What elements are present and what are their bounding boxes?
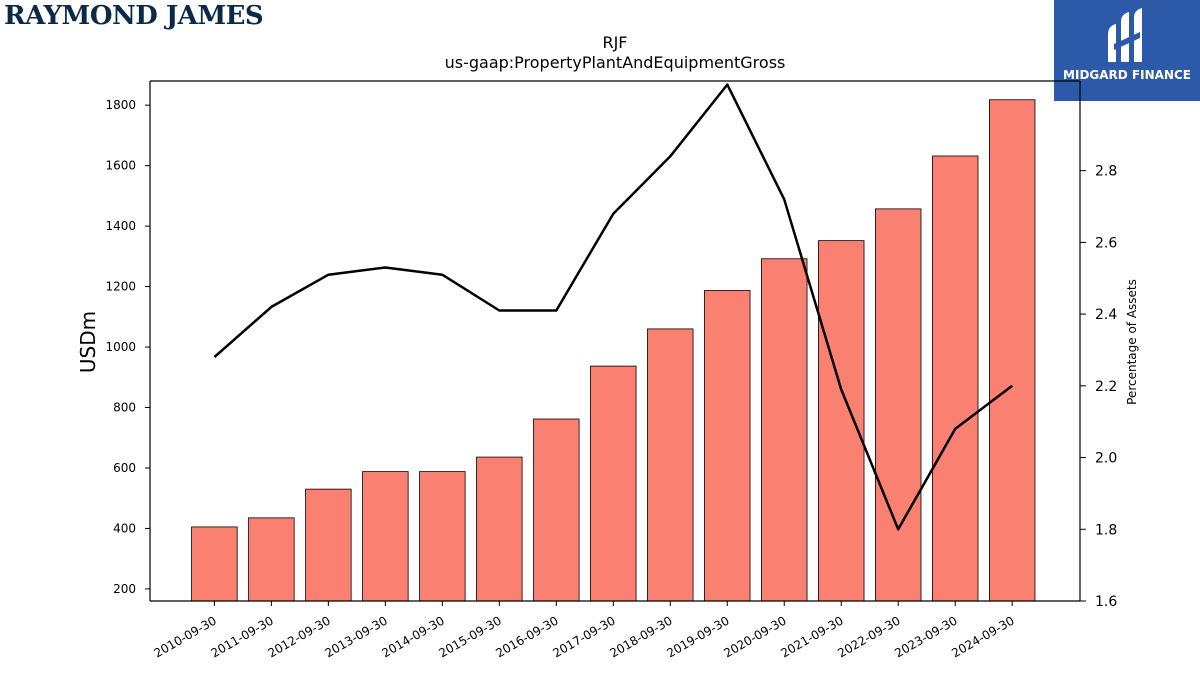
y-tick-label: 200: [113, 582, 136, 596]
y2-tick-label: 2.6: [1095, 235, 1117, 251]
y2-tick-label: 2.0: [1095, 451, 1117, 467]
y2-tick-label: 1.8: [1095, 522, 1117, 538]
y-tick-label: 1200: [105, 280, 136, 294]
bar: [647, 328, 694, 602]
x-tick-label: 2024-09-30: [949, 613, 1016, 660]
bar: [191, 526, 238, 602]
y-tick-label: 800: [113, 401, 136, 415]
x-tick-label: 2018-09-30: [607, 613, 674, 660]
chart-title: RJF: [602, 33, 627, 52]
bar: [248, 517, 295, 602]
bar: [419, 471, 466, 602]
percentage-line: [213, 83, 1013, 531]
y-tick-label: 1600: [105, 159, 136, 173]
bar: [590, 365, 637, 602]
chart-subtitle: us-gaap:PropertyPlantAndEquipmentGross: [445, 53, 786, 72]
y2-axis-label: Percentage of Assets: [1125, 279, 1139, 405]
midgard-finance-logo: MIDGARD FINANCE: [1054, 0, 1200, 101]
bar: [533, 418, 580, 602]
y-tick-label: 600: [113, 461, 136, 475]
x-tick-label: 2012-09-30: [265, 613, 332, 660]
bar: [988, 99, 1036, 602]
x-tick-label: 2020-09-30: [721, 613, 788, 660]
x-tick-label: 2021-09-30: [778, 613, 845, 660]
x-tick-label: 2011-09-30: [208, 613, 275, 660]
midgard-logo-mark-icon: [1108, 8, 1142, 62]
y2-tick-label: 2.8: [1095, 164, 1117, 180]
x-tick-label: 2014-09-30: [379, 613, 446, 660]
x-tick-label: 2010-09-30: [151, 613, 218, 660]
raymond-james-logo: RAYMOND JAMES: [4, 1, 264, 31]
x-tick-label: 2013-09-30: [322, 613, 389, 660]
y-tick-label: 1400: [105, 219, 136, 233]
y-tick-label: 1800: [105, 98, 136, 112]
y2-tick-label: 2.4: [1095, 307, 1117, 323]
y-tick-label: 400: [113, 521, 136, 535]
midgard-logo-name: MIDGARD FINANCE: [1063, 68, 1191, 82]
bar: [362, 471, 409, 602]
x-tick-label: 2016-09-30: [493, 613, 560, 660]
x-tick-label: 2022-09-30: [835, 613, 902, 660]
plot-area: 200 400 600 800 1000 1200 1400 1600 1800 1.6 1.8 2.…: [105, 80, 1117, 660]
x-tick-label: 2017-09-30: [550, 613, 617, 660]
bar: [761, 258, 808, 602]
bar: [932, 155, 979, 602]
y2-tick-label: 1.6: [1095, 594, 1117, 610]
bar: [875, 208, 922, 602]
bar: [476, 456, 523, 602]
x-tick-label: 2015-09-30: [436, 613, 503, 660]
bar: [704, 290, 751, 602]
bar: [305, 488, 352, 602]
bar: [818, 240, 865, 602]
x-tick-label: 2023-09-30: [892, 613, 959, 660]
y2-tick-label: 2.2: [1095, 379, 1117, 395]
y-tick-label: 1000: [105, 340, 136, 354]
y-axis-label: USDm: [76, 311, 100, 373]
x-tick-label: 2019-09-30: [664, 613, 731, 660]
